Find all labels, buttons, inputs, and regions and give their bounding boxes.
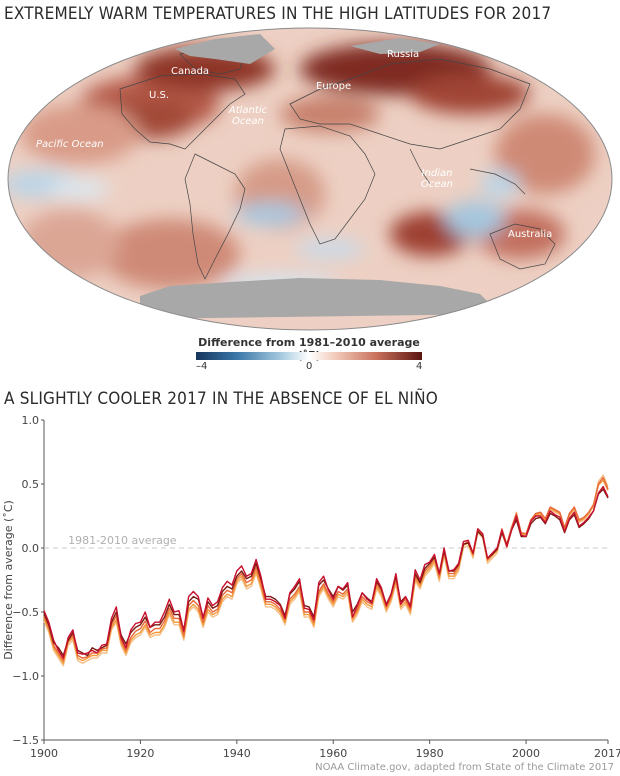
y-tick-label: −1.0 bbox=[12, 670, 39, 683]
y-tick-label: 0.5 bbox=[22, 478, 40, 491]
label-indian-line2: Ocean bbox=[421, 179, 453, 190]
color-legend: Difference from 1981–2010 average (˚F) –… bbox=[196, 336, 422, 376]
label-russia: Russia bbox=[387, 49, 420, 60]
label-pacific-ocean: Pacific Ocean bbox=[36, 139, 104, 150]
x-tick-label: 2000 bbox=[512, 747, 540, 760]
x-tick-label: 2017 bbox=[594, 747, 620, 760]
y-tick-label: 0.0 bbox=[22, 542, 40, 555]
label-us: U.S. bbox=[149, 90, 170, 101]
temperature-anomaly-map: Canada U.S. Russia Europe Atlantic Ocean… bbox=[0, 24, 620, 334]
label-indian-line1: Indian bbox=[421, 168, 453, 179]
chart-title: A SLIGHTLY COOLER 2017 IN THE ABSENCE OF… bbox=[4, 389, 438, 409]
label-europe: Europe bbox=[316, 81, 352, 92]
y-axis-label: Difference from average (˚C) bbox=[2, 500, 15, 660]
x-tick-label: 1900 bbox=[30, 747, 58, 760]
y-tick-label: −1.5 bbox=[12, 734, 39, 747]
legend-color-bar bbox=[196, 352, 422, 360]
continent-outlines bbox=[119, 45, 556, 280]
legend-tick-zero: 0 bbox=[306, 361, 313, 372]
label-canada: Canada bbox=[171, 66, 210, 77]
label-indian-ocean: Indian Ocean bbox=[417, 168, 457, 190]
arctic-no-data bbox=[350, 38, 440, 54]
label-atlantic-line1: Atlantic bbox=[228, 105, 268, 116]
credit-text: NOAA Climate.gov, adapted from State of … bbox=[315, 762, 614, 773]
label-atlantic-ocean: Atlantic Ocean bbox=[226, 105, 270, 127]
label-atlantic-line2: Ocean bbox=[232, 116, 264, 127]
series-line-2 bbox=[43, 488, 609, 657]
x-tick-label: 1980 bbox=[416, 747, 444, 760]
legend-tick-min: –4 bbox=[196, 361, 208, 372]
y-tick-label: 1.0 bbox=[22, 414, 40, 427]
x-tick-label: 1960 bbox=[319, 747, 347, 760]
greenland-no-data bbox=[175, 34, 275, 64]
series-line-1 bbox=[43, 485, 609, 659]
x-tick-label: 1940 bbox=[223, 747, 251, 760]
antarctica-no-data bbox=[140, 278, 500, 319]
world-map-svg bbox=[7, 27, 613, 331]
series-line-4 bbox=[43, 476, 609, 662]
label-australia: Australia bbox=[508, 229, 553, 240]
reference-line-label: 1981-2010 average bbox=[68, 534, 177, 547]
legend-tick-max: 4 bbox=[416, 361, 423, 372]
map-title: EXTREMELY WARM TEMPERATURES IN THE HIGH … bbox=[4, 4, 552, 24]
x-tick-label: 1920 bbox=[126, 747, 154, 760]
series-layer bbox=[43, 474, 609, 667]
y-tick-label: −0.5 bbox=[12, 606, 39, 619]
